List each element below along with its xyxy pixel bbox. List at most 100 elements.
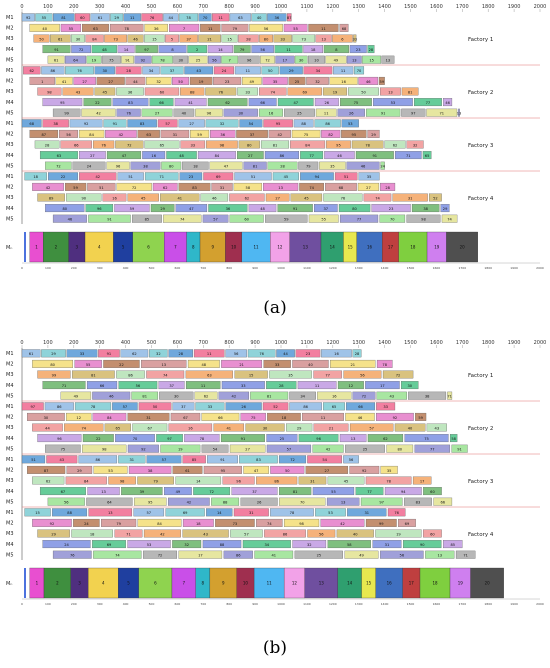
operation-bar [200, 23, 221, 32]
operation-bar [411, 204, 440, 213]
operation-bar [33, 34, 50, 43]
operation-bar [82, 434, 114, 443]
operation-label: 74 [375, 196, 380, 200]
operation-bar [92, 391, 131, 400]
operation-bar [42, 119, 69, 128]
operation-bar [27, 465, 66, 474]
operation-label: 57 [146, 511, 151, 515]
operation-label: 37 [324, 207, 329, 211]
x-tick-label-bottom: 600 [175, 266, 181, 270]
operation-bar [245, 423, 285, 432]
operation-label: 50 [268, 69, 273, 73]
operation-bar [358, 76, 379, 85]
operation-label: 32 [156, 80, 161, 84]
machine-label: M5 [6, 446, 14, 452]
bottom-operation-label: 20 [460, 245, 466, 250]
operation-bar [168, 497, 210, 506]
operation-label: 59 [73, 186, 78, 190]
machine-label: M5 [6, 393, 14, 399]
operation-label: 29 [160, 207, 165, 211]
operation-bar [398, 518, 416, 527]
operation-bar [443, 540, 463, 549]
operation-bar [60, 140, 92, 149]
operation-bar [118, 455, 146, 464]
operation-bar [379, 214, 406, 223]
factory-label: Factory 3 [468, 143, 494, 149]
operation-bar [274, 45, 303, 54]
x-tick-label-top: 1100 [301, 4, 314, 10]
operation-label: 75 [251, 416, 256, 420]
operation-label: 21 [207, 37, 212, 41]
operation-label: 75 [304, 133, 309, 137]
operation-bar [239, 119, 263, 128]
operation-label: 16 [334, 352, 339, 356]
operation-bar [315, 508, 346, 517]
operation-bar [276, 349, 295, 358]
operation-label: 92 [26, 16, 31, 20]
factory-label: Factory 1 [468, 373, 493, 379]
operation-label: 74 [163, 373, 168, 377]
operation-label: 22 [61, 175, 66, 179]
operation-bar [179, 34, 198, 43]
operation-bar [46, 455, 78, 464]
operation-bar [45, 204, 85, 213]
operation-bar [287, 13, 292, 22]
operation-label: 29 [51, 352, 56, 356]
operation-bar [178, 182, 211, 191]
operation-bar [208, 55, 221, 64]
x-tick-label-bottom: 800 [226, 602, 232, 606]
operation-bar [180, 140, 206, 149]
operation-label: 72 [56, 165, 61, 169]
machine-label: M3 [6, 531, 14, 537]
operation-bar [92, 412, 127, 421]
operation-label: 30 [44, 416, 49, 420]
operation-label: 14 [196, 479, 201, 483]
operation-bar [116, 182, 152, 191]
operation-label: 66 [100, 384, 105, 388]
machine-label: M1 [6, 510, 14, 516]
operation-label: 11 [321, 27, 326, 31]
operation-bar [376, 359, 393, 368]
operation-label: 28 [355, 352, 360, 356]
operation-bar [178, 550, 223, 559]
operation-label: 41 [188, 101, 193, 105]
operation-label: 97 [30, 405, 35, 409]
operation-bar [127, 34, 144, 43]
operation-label: 30 [239, 112, 244, 116]
operation-bar [229, 13, 252, 22]
operation-label: 29 [51, 532, 56, 536]
operation-bar [110, 13, 124, 22]
operation-bar [323, 402, 345, 411]
operation-label: 83 [192, 186, 197, 190]
operation-label: 69 [405, 522, 410, 526]
operation-bar [146, 76, 172, 85]
operation-label: 6 [341, 37, 344, 41]
operation-bar [307, 529, 336, 538]
operation-label: 5 [171, 37, 173, 41]
operation-bar [121, 55, 134, 64]
operation-bar [308, 214, 339, 223]
x-tick-label-top: 2000 [534, 4, 547, 10]
operation-bar [168, 349, 194, 358]
operation-bar [302, 412, 344, 421]
x-tick-label-top: 1600 [430, 4, 443, 10]
operation-bar [47, 55, 65, 64]
operation-label: 43 [196, 69, 201, 73]
operation-bar [312, 444, 344, 453]
x-tick-label-top: 1200 [326, 4, 339, 10]
operation-label: 18 [282, 416, 287, 420]
operation-label: 59 [197, 133, 202, 137]
operation-bar [324, 151, 355, 160]
operation-bar [225, 349, 247, 358]
operation-label: 49 [334, 59, 339, 63]
bottom-operation-label: 11 [267, 581, 273, 586]
operation-bar [386, 444, 414, 453]
operation-bar [42, 381, 86, 390]
operation-bar [380, 550, 424, 559]
operation-label: 79 [240, 48, 245, 52]
machine-label: M2 [6, 415, 14, 421]
operation-label: 44 [133, 80, 138, 84]
operation-bar [347, 508, 387, 517]
machine-label: M5 [6, 110, 14, 116]
x-tick-label-top: 2000 [534, 340, 547, 346]
